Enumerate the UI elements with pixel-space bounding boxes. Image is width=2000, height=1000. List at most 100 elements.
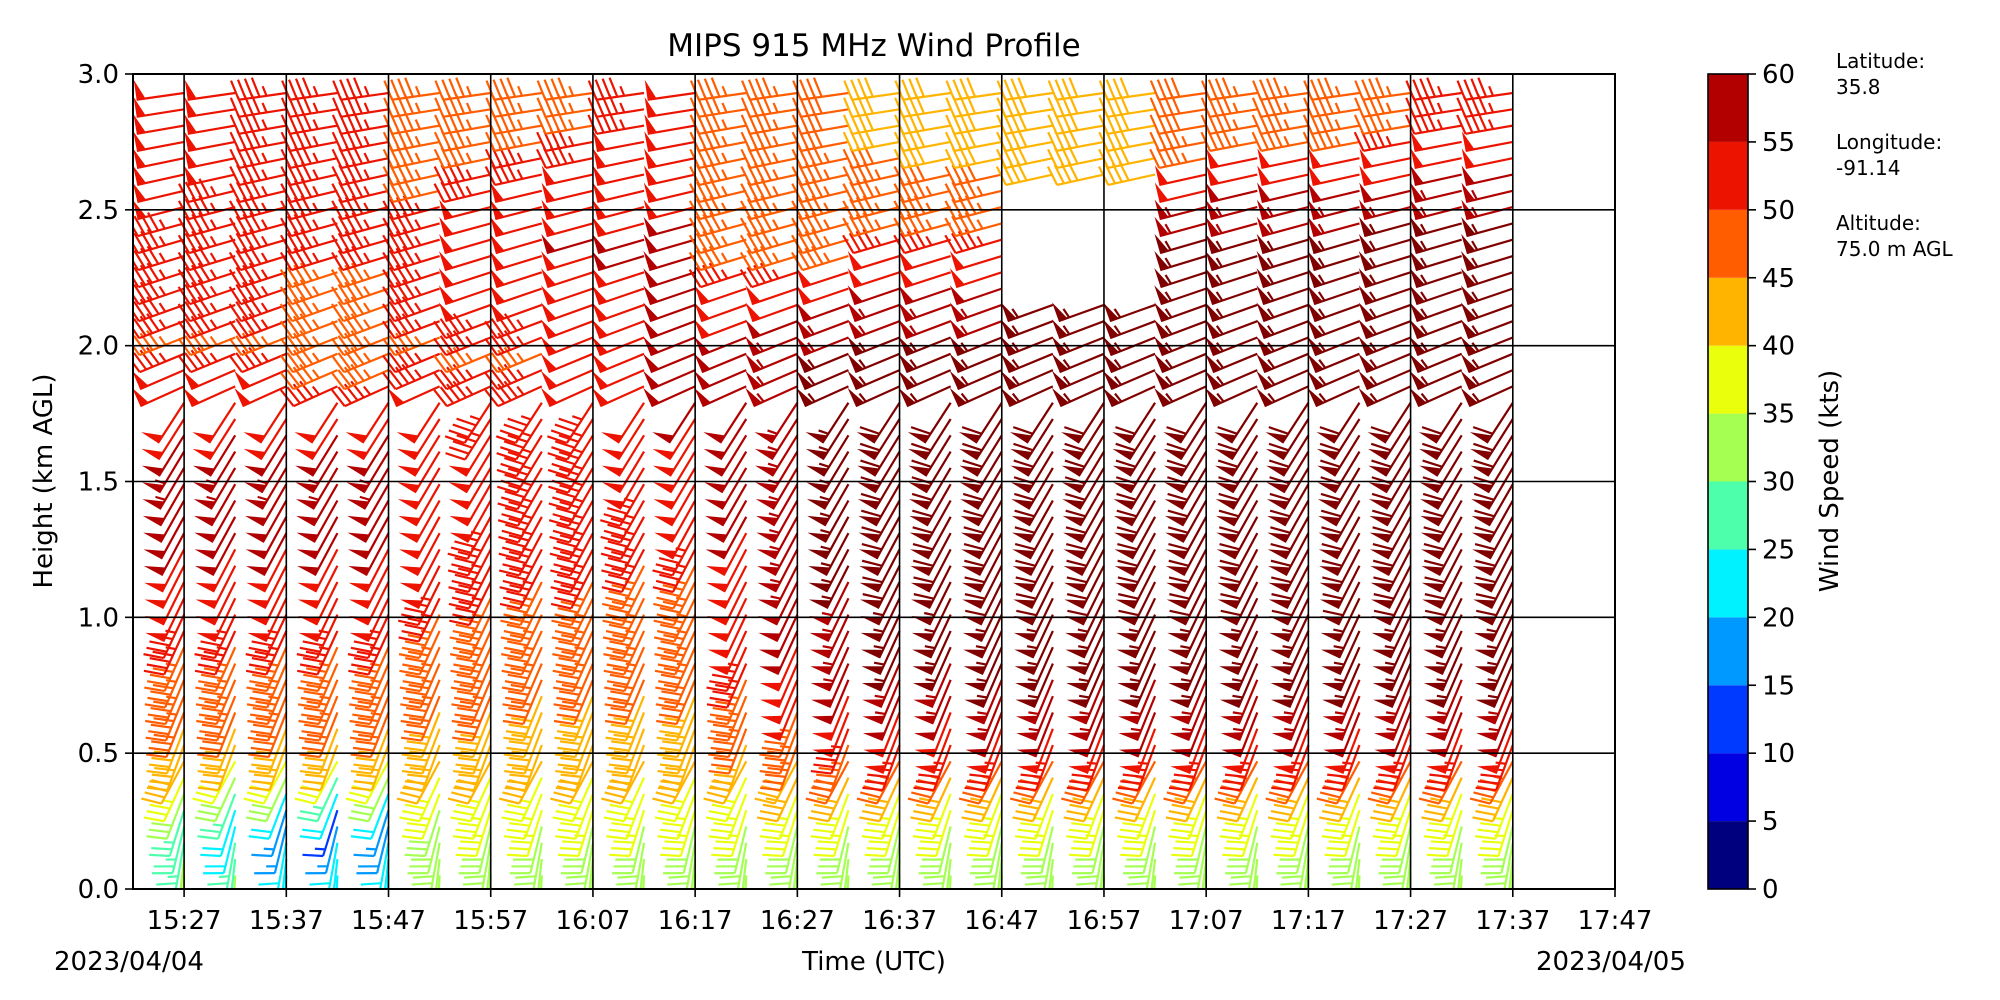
wind-barb bbox=[1063, 516, 1105, 560]
barb-half-flag bbox=[874, 219, 882, 230]
barb-shaft bbox=[497, 369, 543, 391]
barb-flag bbox=[201, 706, 223, 713]
barb-shaft bbox=[771, 451, 799, 494]
wind-barb bbox=[383, 77, 440, 101]
barb-flag bbox=[348, 686, 370, 693]
barb-pennant bbox=[184, 148, 198, 168]
barb-pennant bbox=[1061, 432, 1083, 444]
wind-barb bbox=[847, 285, 900, 306]
barb-flag bbox=[243, 797, 264, 805]
wind-barb bbox=[593, 131, 645, 152]
barb-flag bbox=[862, 593, 884, 600]
wind-barb bbox=[1153, 875, 1157, 889]
wind-barb bbox=[694, 319, 747, 340]
barb-shaft bbox=[749, 140, 798, 152]
barb-half-flag bbox=[676, 646, 688, 651]
barb-half-flag bbox=[769, 578, 781, 584]
wind-barb bbox=[1000, 385, 1054, 408]
barb-shaft bbox=[1094, 842, 1106, 889]
barb-flag bbox=[409, 766, 431, 772]
barb-flag bbox=[456, 417, 477, 427]
barb-flag bbox=[398, 636, 420, 643]
barb-half-flag bbox=[167, 875, 179, 879]
barb-shaft bbox=[369, 712, 390, 758]
barb-pennant bbox=[541, 285, 557, 305]
barb-flag bbox=[614, 766, 635, 772]
barb-flag bbox=[849, 198, 861, 218]
wind-barb bbox=[501, 630, 543, 676]
barb-flag bbox=[507, 417, 528, 427]
barb-flag bbox=[399, 669, 420, 676]
barb-pennant bbox=[806, 499, 829, 510]
barb-flag bbox=[1064, 791, 1085, 799]
barb-half-flag bbox=[363, 135, 370, 147]
barb-shaft bbox=[239, 238, 287, 255]
barb-flag bbox=[353, 853, 375, 858]
barb-flag bbox=[900, 198, 912, 218]
barb-flag bbox=[350, 646, 372, 653]
barb-pennant bbox=[796, 302, 812, 322]
barb-pennant bbox=[90, 449, 112, 460]
wind-barb bbox=[1051, 352, 1105, 374]
barb-shaft bbox=[494, 91, 542, 101]
wind-barb bbox=[245, 777, 288, 823]
barb-flag bbox=[459, 683, 481, 690]
barb-shaft bbox=[289, 91, 338, 101]
barb-flag bbox=[808, 791, 830, 799]
barb-half-flag bbox=[312, 119, 319, 130]
barb-shaft bbox=[648, 238, 696, 255]
barb-shaft bbox=[904, 238, 951, 255]
barb-shaft bbox=[392, 140, 440, 152]
barb-shaft bbox=[138, 320, 185, 340]
barb-shaft bbox=[239, 157, 287, 169]
barb-flag bbox=[235, 352, 250, 371]
barb-half-flag bbox=[960, 392, 969, 403]
barb-flag bbox=[400, 703, 421, 709]
barb-flag bbox=[560, 847, 581, 851]
barb-pennant bbox=[1116, 666, 1139, 675]
barb-flag bbox=[1117, 810, 1139, 816]
barb-pennant bbox=[898, 302, 914, 322]
barb-half-flag bbox=[414, 335, 422, 346]
wind-barb bbox=[490, 216, 543, 238]
barb-flag bbox=[286, 369, 301, 388]
barb-flag bbox=[977, 900, 997, 903]
barb-shaft bbox=[209, 467, 237, 510]
barb-flag bbox=[557, 590, 578, 598]
barb-flag bbox=[695, 198, 708, 218]
wind-barb bbox=[601, 402, 645, 444]
wind-barb bbox=[184, 131, 236, 152]
barb-pennant bbox=[643, 233, 658, 254]
barb-shaft bbox=[801, 157, 849, 169]
barb-shaft bbox=[619, 483, 645, 527]
barb-flag bbox=[96, 364, 109, 380]
barb-flag bbox=[918, 773, 939, 778]
barb-flag bbox=[98, 781, 118, 783]
wind-barb bbox=[184, 79, 236, 101]
barb-pennant bbox=[1000, 319, 1017, 339]
wind-barb bbox=[399, 516, 441, 560]
barb-shaft bbox=[1029, 532, 1054, 576]
barb-flag bbox=[662, 600, 684, 608]
wind-barb bbox=[911, 597, 952, 643]
barb-flag bbox=[363, 900, 383, 903]
barb-shaft bbox=[771, 434, 799, 477]
barb-shaft bbox=[572, 663, 594, 709]
wind-barb bbox=[347, 614, 390, 660]
barb-flag bbox=[550, 602, 572, 610]
barb-shaft bbox=[190, 352, 236, 374]
barb-half-flag bbox=[770, 595, 781, 600]
barb-half-flag bbox=[516, 152, 524, 163]
barb-shaft bbox=[853, 238, 900, 255]
wind-barb bbox=[541, 216, 594, 238]
barb-flag bbox=[604, 546, 625, 554]
barb-shaft bbox=[728, 728, 748, 774]
barb-flag bbox=[351, 786, 372, 792]
barb-pennant bbox=[387, 387, 405, 407]
barb-half-flag bbox=[1079, 711, 1090, 716]
barb-pennant bbox=[397, 448, 419, 460]
barb-pennant bbox=[399, 566, 422, 576]
barb-flag bbox=[305, 667, 327, 673]
wind-barb bbox=[806, 467, 850, 510]
barb-flag bbox=[254, 667, 276, 673]
